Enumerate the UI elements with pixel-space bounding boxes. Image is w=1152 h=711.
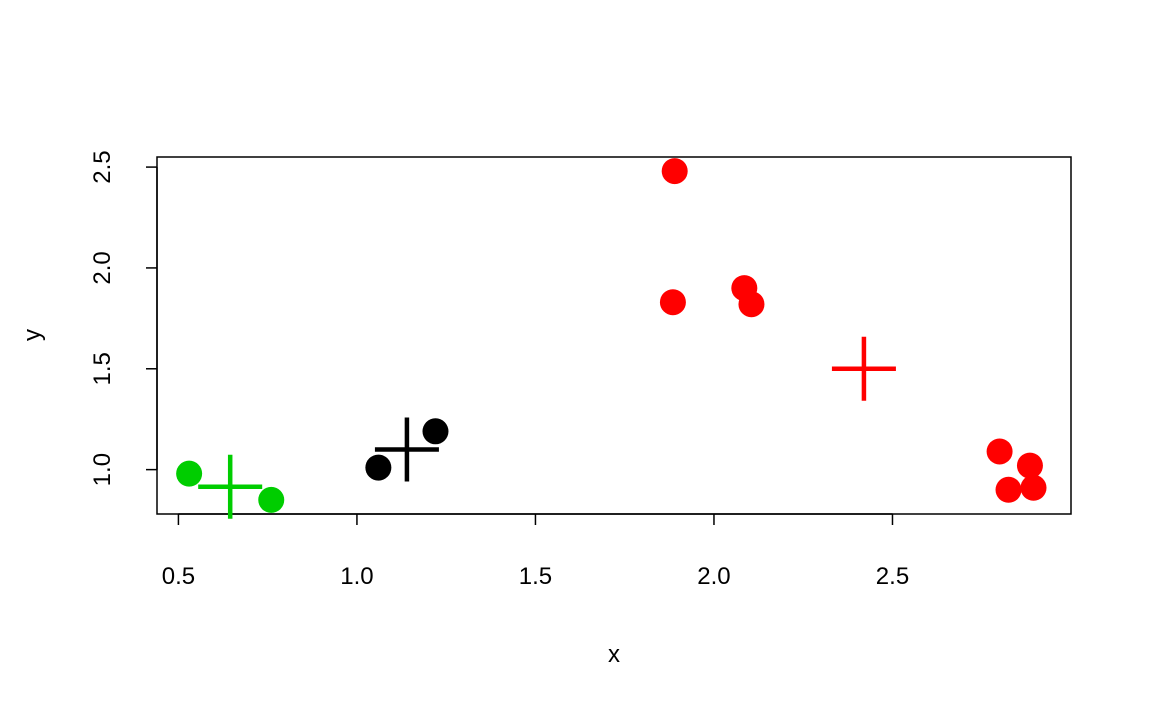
y-tick-label: 2.5: [89, 150, 116, 183]
plot-frame: [156, 156, 1072, 515]
data-point: [738, 291, 765, 318]
x-tick-label: 1.0: [340, 563, 373, 590]
x-tick-label: 2.0: [697, 563, 730, 590]
cluster-center-marker: [831, 336, 896, 401]
data-point: [1016, 452, 1043, 479]
data-point: [995, 476, 1022, 503]
data-point: [176, 460, 203, 487]
y-axis: 1.0 1.5 2.0 2.5: [89, 150, 158, 486]
x-axis-title: x: [608, 641, 620, 668]
data-point: [659, 289, 686, 316]
data-point: [661, 158, 688, 185]
y-tick-label: 1.5: [89, 352, 116, 385]
data-point: [986, 438, 1013, 465]
y-axis-title: y: [19, 329, 46, 341]
y-tick-label: 2.0: [89, 251, 116, 284]
data-point: [1020, 474, 1047, 501]
x-tick-label: 1.5: [519, 563, 552, 590]
x-tick-label: 2.5: [876, 563, 909, 590]
cluster-center-marker: [374, 417, 439, 482]
data-point: [365, 454, 392, 481]
data-points: [176, 158, 1047, 513]
x-tick-label: 0.5: [162, 563, 195, 590]
cluster-center-marker: [198, 454, 263, 519]
data-point: [422, 418, 449, 445]
y-tick-label: 1.0: [89, 453, 116, 486]
cluster-centers: [198, 336, 896, 519]
data-point: [258, 486, 285, 513]
x-axis: 0.5 1.0 1.5 2.0 2.5: [162, 513, 909, 590]
